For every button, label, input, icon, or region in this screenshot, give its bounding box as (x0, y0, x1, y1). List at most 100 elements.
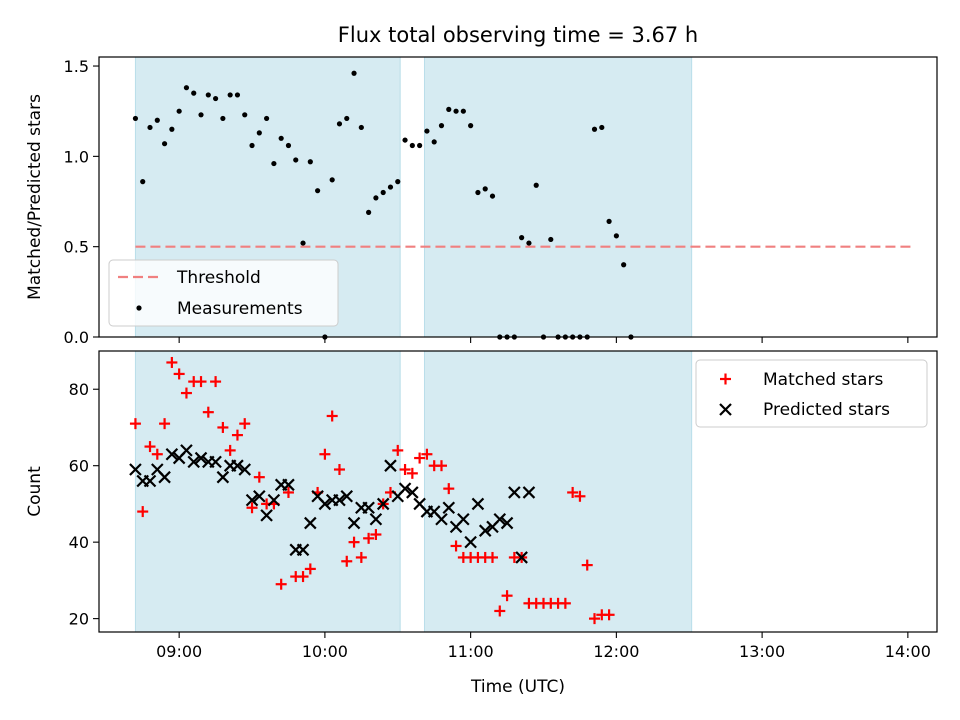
predicted-marker-b (304, 516, 317, 530)
predicted-star-point (500, 516, 514, 530)
predicted-star-point (478, 524, 492, 537)
measurement-point (154, 117, 160, 123)
predicted-star-point (231, 459, 244, 472)
predicted-star-point (260, 509, 273, 522)
measurement-point (446, 106, 452, 112)
matched-star-point (501, 590, 513, 602)
matched-star-point (348, 536, 360, 548)
matched-star-point (370, 529, 382, 541)
predicted-marker-b (216, 470, 230, 484)
measurement-point (242, 112, 248, 118)
y-tick-label: 20 (69, 610, 89, 629)
observing-interval-band (423, 350, 693, 633)
predicted-marker-b (457, 512, 470, 526)
matched-star-point (195, 376, 207, 388)
matched-star-point (392, 444, 404, 456)
x-tick-label: 09:00 (156, 642, 202, 661)
predicted-marker-b (267, 493, 281, 507)
measurement-point (249, 142, 255, 149)
matched-star-point (173, 368, 185, 380)
legend-measurement-label: Measurements (177, 299, 303, 319)
measurement-point (358, 124, 364, 131)
matched-star-point (202, 406, 214, 418)
legend-bottom: Matched stars Predicted stars (695, 359, 928, 428)
predicted-marker-b (508, 486, 521, 499)
matched-star-point (603, 609, 615, 621)
y-axis-label: Count (25, 466, 45, 517)
measurement-point (169, 126, 175, 132)
predicted-star-point (180, 444, 193, 457)
predicted-star-point (216, 470, 230, 484)
measurement-point (402, 137, 408, 143)
measurement-point (424, 128, 430, 134)
measurement-point (140, 179, 146, 185)
chart-title: Flux total observing time = 3.67 h (338, 23, 698, 47)
measurement-point (315, 188, 321, 194)
predicted-marker-b (522, 486, 536, 499)
predicted-marker-b (187, 455, 201, 469)
matched-star-point (275, 578, 287, 590)
matched-star-point (494, 605, 506, 617)
matched-star-point (253, 471, 265, 483)
matched-star-point (450, 540, 462, 552)
predicted-star-point (508, 486, 521, 499)
predicted-star-point (282, 478, 295, 492)
measurement-point (234, 92, 241, 98)
predicted-star-point (515, 551, 528, 564)
predicted-star-point (384, 459, 397, 472)
y-axis-label: Matched/Predicted stars (25, 94, 45, 300)
matched-star-point (282, 486, 294, 498)
measurement-point (380, 189, 386, 196)
predicted-star-point (304, 516, 317, 530)
predicted-star-point (318, 497, 332, 511)
predicted-star-point (129, 463, 142, 476)
measurement-point (366, 209, 372, 215)
observing-interval-band (134, 350, 401, 633)
matched-star-point (239, 418, 251, 430)
predicted-marker-b (129, 463, 142, 476)
matched-star-point (435, 460, 447, 472)
predicted-marker-b (209, 455, 222, 469)
predicted-marker-b (318, 497, 332, 511)
predicted-marker-b (311, 490, 324, 503)
measurement-point (533, 182, 539, 188)
matched-star-point (151, 448, 163, 460)
measurement-point (431, 139, 437, 145)
x-axis-label: Time (UTC) (470, 677, 565, 697)
predicted-marker-b (500, 516, 514, 530)
matched-star-point (399, 464, 411, 476)
predicted-marker-b (151, 463, 164, 476)
measurement-point (409, 142, 415, 149)
matched-star-point (581, 559, 593, 571)
predicted-marker-b (413, 497, 426, 511)
predicted-star-point (209, 455, 222, 469)
matched-star-point (180, 387, 192, 399)
predicted-marker-b (333, 493, 346, 507)
predicted-marker-b (515, 551, 528, 564)
x-tick-label: 10:00 (302, 642, 348, 661)
measurement-point (599, 124, 605, 131)
measurement-point (526, 240, 532, 246)
matched-star-point (326, 410, 338, 422)
matched-star-point (574, 490, 586, 502)
legend-box (108, 259, 339, 327)
legend-measurement-swatch (136, 305, 142, 311)
matched-star-point (363, 532, 375, 544)
matched-star-point (217, 421, 229, 433)
predicted-star-point (464, 535, 477, 549)
predicted-star-point (194, 451, 208, 465)
predicted-marker-b (406, 486, 419, 499)
measurement-point (489, 193, 496, 199)
measurement-point (336, 121, 343, 127)
ratio-panel: 0.0 0.5 1.0 1.5 Matched/Predicted stars Thres… (25, 56, 938, 347)
measurement-point (147, 124, 153, 131)
predicted-marker-b (282, 478, 295, 492)
measurement-point (271, 160, 277, 167)
measurement-point (621, 262, 627, 268)
measurement-point (475, 189, 481, 196)
predicted-marker-b (260, 509, 273, 522)
matched-star-point (414, 452, 426, 464)
predicted-marker-b (238, 463, 252, 476)
measurement-point (344, 115, 350, 122)
predicted-marker-b (493, 512, 507, 526)
